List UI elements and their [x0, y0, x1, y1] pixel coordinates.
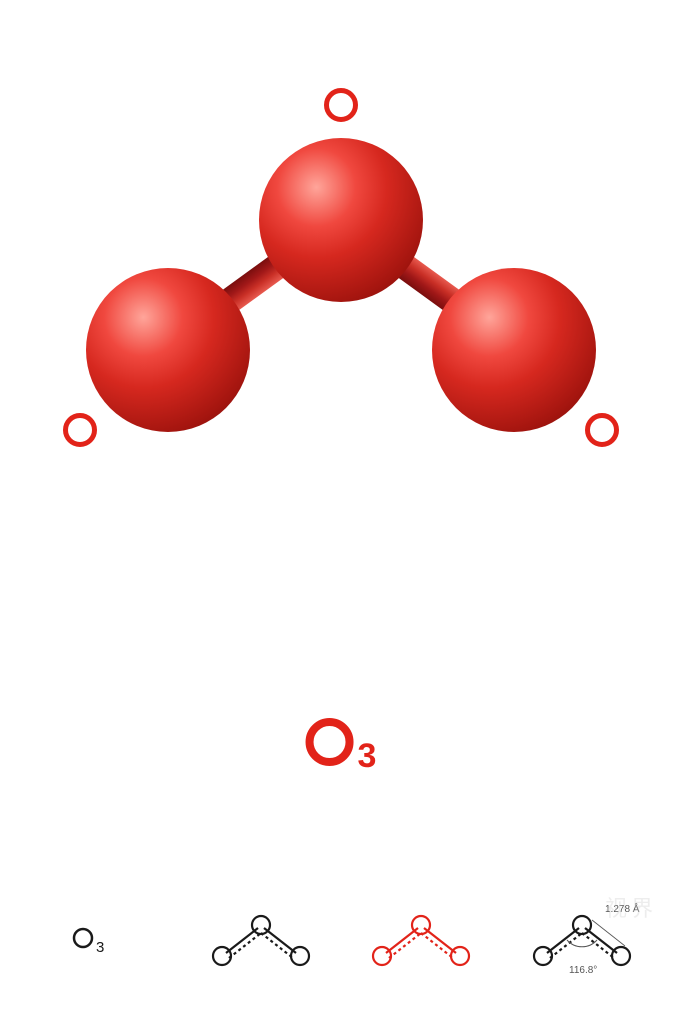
label-o-top	[324, 88, 358, 122]
label-o-right	[585, 413, 619, 447]
mini-formula-text: 3	[25, 898, 175, 978]
formula-o-ring	[306, 718, 354, 766]
label-o-left	[63, 413, 97, 447]
mini-subscript: 3	[96, 939, 104, 956]
mini-structural-red	[346, 898, 496, 978]
atom-oxygen-top	[259, 138, 423, 302]
canvas: 3 3	[0, 0, 682, 1023]
atom-oxygen-left	[86, 268, 250, 432]
watermark: 视界	[605, 891, 657, 923]
atom-oxygen-right	[432, 268, 596, 432]
mini-structural-black	[186, 898, 336, 978]
ozone-3d-model	[0, 130, 682, 550]
mini-o-ring	[74, 929, 92, 947]
representations-row: 3	[0, 893, 682, 983]
bond-angle-label: 116.8°	[569, 965, 597, 976]
formula-o3: 3	[306, 718, 377, 766]
formula-subscript: 3	[358, 737, 377, 776]
